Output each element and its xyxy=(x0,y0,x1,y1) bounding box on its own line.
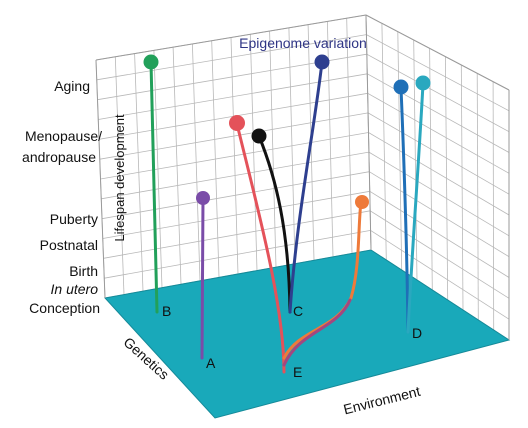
point-label-E: E xyxy=(293,364,302,380)
side-grid-hline xyxy=(368,132,510,216)
stem-D-blue xyxy=(399,86,410,334)
back-grid-hline xyxy=(96,34,367,81)
stage-label-postnatal: Postnatal xyxy=(40,237,98,253)
marker-orange xyxy=(355,195,369,209)
point-label-B: B xyxy=(162,303,171,319)
stage-labels: Aging Menopause/ andropause Puberty Post… xyxy=(22,78,102,316)
back-grid-hline xyxy=(101,151,369,200)
back-grid-hline xyxy=(103,210,371,259)
y-axis-title: Lifespan development xyxy=(112,114,127,242)
point-label-D: D xyxy=(412,325,422,341)
stem-C-black xyxy=(257,134,292,314)
marker-navy xyxy=(314,54,330,70)
marker-red xyxy=(229,115,245,131)
stage-label-andropause: andropause xyxy=(22,149,96,165)
side-grid-hline xyxy=(370,230,510,320)
marker-purple xyxy=(196,191,210,205)
stem-E-red xyxy=(235,122,286,374)
lineage-stems xyxy=(149,60,425,374)
side-grid-hline xyxy=(369,171,510,258)
box-frame xyxy=(95,14,510,340)
stem-C-navy xyxy=(288,60,324,314)
stem-A-purple xyxy=(200,196,205,360)
side-grid-hline xyxy=(366,53,510,133)
endpoint-markers xyxy=(143,54,431,209)
stage-label-in-utero: In utero xyxy=(51,281,99,297)
back-grid-hline xyxy=(104,230,371,279)
side-grid-hline xyxy=(367,112,510,195)
back-grid-hline xyxy=(101,171,370,220)
stem-E-orange xyxy=(282,200,363,360)
marker-green xyxy=(143,54,159,70)
point-labels: A B C D E xyxy=(162,303,422,380)
back-wall-grid xyxy=(95,14,372,299)
side-grid-hline xyxy=(369,190,510,278)
marker-black xyxy=(251,128,267,144)
stage-label-conception: Conception xyxy=(29,300,100,316)
stage-label-aging: Aging xyxy=(54,78,90,94)
stem-D-teal xyxy=(406,82,425,334)
stem-B-green xyxy=(149,60,159,314)
diagram-title: Epigenome variation xyxy=(239,35,367,51)
stage-label-birth: Birth xyxy=(69,263,98,279)
back-grid-hline xyxy=(100,132,369,180)
point-label-C: C xyxy=(293,303,303,319)
back-grid-hline xyxy=(98,73,368,120)
back-grid-hline xyxy=(102,190,370,239)
stem-E-plum xyxy=(282,298,352,367)
point-label-A: A xyxy=(206,355,216,371)
side-grid-hline xyxy=(367,73,510,153)
side-grid-hline xyxy=(367,92,510,174)
stage-label-puberty: Puberty xyxy=(50,211,98,227)
back-grid-hline xyxy=(99,112,369,160)
stage-label-menopause: Menopause/ xyxy=(25,128,102,144)
side-grid-hline xyxy=(369,210,510,299)
side-grid-hline xyxy=(368,151,510,237)
environment-axis-label: Environment xyxy=(342,383,422,418)
marker-blue xyxy=(393,79,409,95)
side-grid-hline xyxy=(366,34,510,112)
marker-teal xyxy=(415,75,431,91)
